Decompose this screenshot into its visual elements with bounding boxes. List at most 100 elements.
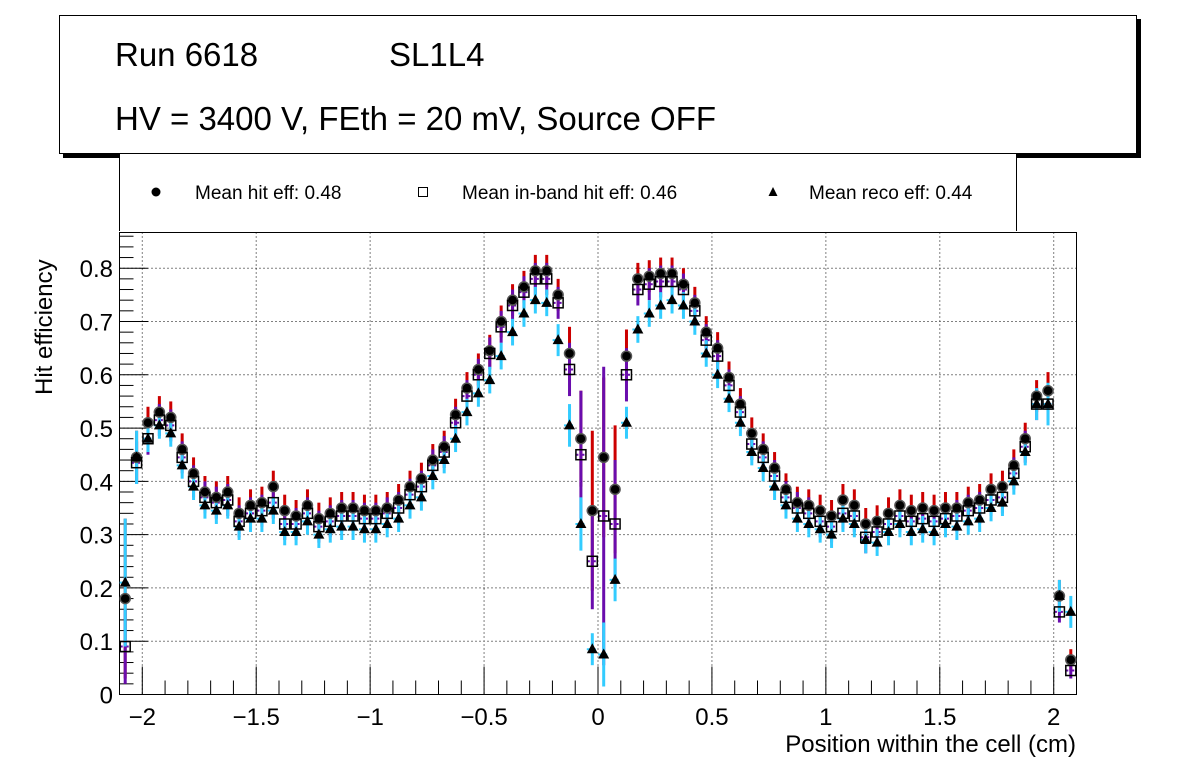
- reco-eff-point: [290, 525, 302, 536]
- reco-eff-point: [575, 517, 587, 528]
- reco-eff-point: [928, 525, 940, 536]
- reco-eff-point: [472, 387, 484, 398]
- reco-eff-point: [176, 459, 188, 470]
- reco-eff-point: [883, 525, 895, 536]
- reco-eff-point: [791, 512, 803, 523]
- reco-eff-point: [700, 347, 712, 358]
- reco-eff-point: [370, 523, 382, 534]
- reco-eff-point: [142, 432, 154, 443]
- reco-eff-point: [495, 350, 507, 361]
- reco-eff-point: [233, 520, 245, 531]
- inband-eff-point: [723, 379, 735, 392]
- reco-eff-point: [780, 499, 792, 510]
- y-tick-label: 0.3: [80, 523, 113, 550]
- reco-eff-point: [507, 326, 519, 337]
- reco-eff-point: [552, 334, 564, 345]
- reco-eff-point: [119, 576, 131, 587]
- inband-eff-point: [575, 448, 587, 461]
- reco-eff-point: [245, 512, 257, 523]
- inband-eff-point: [563, 363, 576, 376]
- reco-eff-point: [438, 454, 450, 465]
- inband-eff-point: [472, 369, 485, 381]
- reco-eff-point: [1042, 398, 1054, 409]
- reco-eff-point: [165, 427, 177, 438]
- inband-eff-point: [1053, 606, 1066, 618]
- inband-eff-point: [643, 278, 656, 290]
- inband-eff-point: [711, 350, 724, 362]
- hit-eff-point: [848, 499, 861, 512]
- title-box: Run 6618 SL1L4 HV = 3400 V, FEth = 20 mV…: [59, 15, 1137, 154]
- reco-eff-point: [632, 323, 644, 334]
- hit-eff-point: [609, 483, 621, 496]
- reco-eff-point: [153, 419, 165, 430]
- reco-eff-point: [541, 296, 553, 307]
- legend-entry-hit-eff: Mean hit eff: 0.48: [195, 183, 342, 204]
- reco-eff-point: [529, 294, 541, 305]
- x-tick-label: −0.5: [460, 704, 507, 731]
- x-tick-label: −1: [356, 704, 383, 731]
- hit-eff-point: [484, 345, 496, 357]
- reco-eff-point: [996, 496, 1008, 507]
- x-axis-ticks: −2 −1.5 −1 −0.5 0 0.5 1 1.5 2: [119, 666, 1077, 731]
- reco-eff-point: [358, 523, 370, 534]
- reco-eff-point: [598, 648, 610, 659]
- y-tick-label: 0.7: [80, 309, 113, 336]
- y-axis-label: Hit efficiency: [31, 259, 58, 395]
- reco-eff-point: [210, 504, 222, 515]
- reco-eff-point: [415, 491, 427, 502]
- inband-eff-point: [484, 347, 496, 360]
- reco-eff-point: [666, 294, 678, 305]
- hit-eff-point: [814, 504, 826, 517]
- hit-eff-point: [142, 416, 154, 429]
- hit-eff-point: [837, 494, 849, 506]
- reco-eff-point: [643, 307, 655, 318]
- hit-eff-point: [905, 504, 918, 517]
- inband-eff-point: [677, 283, 690, 296]
- y-tick-label: 0.4: [80, 469, 113, 496]
- reco-eff-point: [655, 299, 667, 310]
- reco-eff-point: [974, 512, 986, 523]
- inband-eff-point: [119, 640, 131, 653]
- inband-eff-point: [666, 275, 678, 288]
- reco-eff-point: [199, 499, 211, 510]
- filled-triangle-marker-icon: [768, 187, 778, 196]
- hit-eff-point: [825, 510, 838, 522]
- hit-eff-point: [119, 592, 131, 605]
- reco-eff-point: [1053, 589, 1065, 600]
- hit-eff-point: [916, 502, 929, 514]
- reco-eff-point: [256, 512, 268, 523]
- reco-eff-point: [871, 536, 883, 547]
- run-number: Run 6618: [115, 36, 259, 73]
- series-markers-1: [119, 273, 1077, 677]
- reco-eff-point: [222, 499, 234, 510]
- x-tick-label: 0.5: [695, 704, 728, 731]
- reco-eff-point: [746, 446, 758, 457]
- reco-eff-point: [757, 462, 769, 473]
- reco-eff-point: [814, 523, 826, 534]
- reco-eff-point: [894, 517, 906, 528]
- inband-eff-point: [620, 369, 633, 381]
- hit-eff-point: [1042, 385, 1054, 397]
- reco-eff-point: [313, 528, 325, 539]
- hit-eff-point: [882, 507, 895, 520]
- y-tick-label: 0: [100, 683, 113, 710]
- inband-eff-point: [609, 518, 621, 530]
- x-tick-label: 1.5: [923, 704, 956, 731]
- reco-eff-point: [484, 374, 496, 385]
- reco-eff-point: [381, 517, 393, 528]
- reco-eff-point: [518, 307, 530, 318]
- y-tick-label: 0.8: [80, 256, 113, 283]
- reco-eff-point: [188, 480, 200, 491]
- hit-eff-point: [586, 504, 599, 517]
- y-tick-label: 0.6: [80, 363, 113, 390]
- reco-eff-point: [803, 517, 815, 528]
- reco-eff-point: [917, 523, 929, 534]
- reco-eff-point: [951, 520, 963, 531]
- reco-eff-point: [131, 451, 143, 462]
- hit-eff-point: [620, 350, 633, 362]
- hit-eff-point: [894, 499, 906, 512]
- hit-eff-point: [278, 504, 291, 517]
- reco-eff-point: [267, 504, 279, 515]
- legend-entry-inband-hit-eff: Mean in-band hit eff: 0.46: [462, 183, 678, 204]
- hit-eff-point: [871, 515, 883, 528]
